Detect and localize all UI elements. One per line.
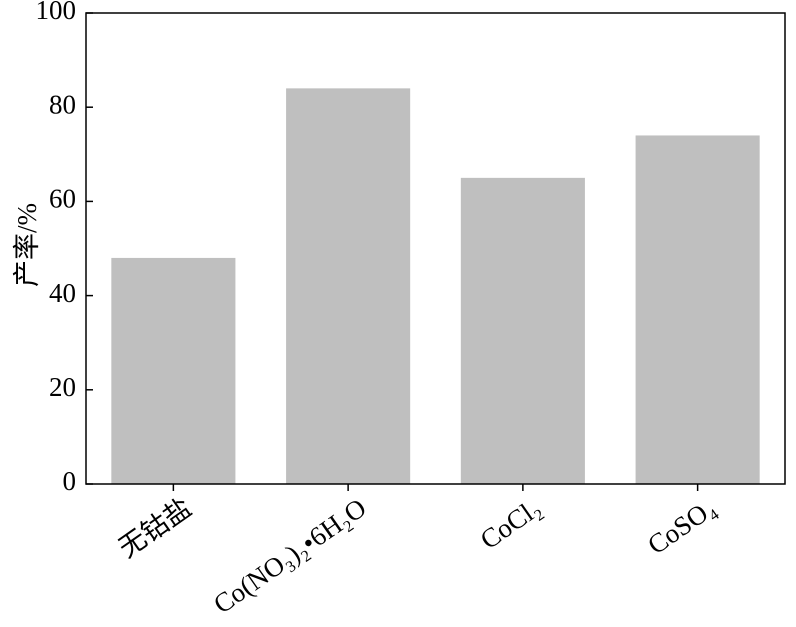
plot-frame (85, 12, 786, 485)
y-tick-label: 40 (49, 278, 76, 308)
x-tick-label: CoCl₂ (475, 492, 547, 555)
bar (460, 177, 585, 484)
bar (286, 88, 411, 485)
x-tick-label: CoSO₄ (642, 492, 721, 560)
y-tick-label: 80 (49, 89, 76, 119)
bar (111, 257, 236, 484)
y-tick-label: 60 (49, 184, 76, 214)
y-axis-label: 产率/% (12, 203, 42, 287)
bar (635, 135, 760, 484)
x-tick-label: Co(NO₃)₂•6H₂O (208, 492, 372, 619)
y-tick-label: 0 (63, 466, 77, 496)
y-tick-label: 20 (49, 372, 76, 402)
y-tick-label: 100 (36, 0, 77, 25)
x-tick-label: 无钴盐 (113, 492, 197, 563)
